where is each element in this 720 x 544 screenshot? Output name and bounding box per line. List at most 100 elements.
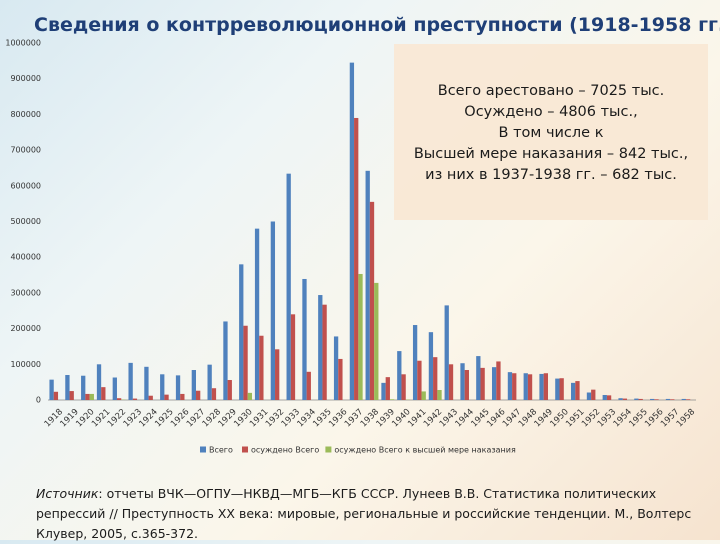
bar bbox=[275, 349, 279, 400]
bar bbox=[397, 351, 401, 400]
y-tick-label: 500000 bbox=[10, 217, 41, 226]
bar bbox=[318, 295, 322, 400]
bar bbox=[54, 392, 58, 400]
bar bbox=[480, 368, 484, 400]
bar bbox=[437, 390, 441, 400]
bar bbox=[422, 391, 426, 400]
bar bbox=[386, 377, 390, 400]
bar bbox=[180, 394, 184, 400]
bar bbox=[390, 399, 394, 400]
info-line: Высшей мере наказания – 842 тыс., bbox=[394, 144, 708, 165]
bar bbox=[618, 398, 622, 400]
bar bbox=[634, 399, 638, 400]
bar bbox=[401, 374, 405, 400]
bar bbox=[492, 367, 496, 400]
y-tick-label: 200000 bbox=[10, 324, 41, 333]
bar bbox=[192, 370, 196, 400]
y-tick-label: 100000 bbox=[10, 360, 41, 369]
bar bbox=[623, 399, 627, 400]
source-text: : отчеты ВЧК—ОГПУ—НКВД—МГБ—КГБ СССР. Лун… bbox=[36, 486, 691, 541]
bar bbox=[128, 363, 132, 400]
bar bbox=[255, 229, 259, 400]
source-note: Источник: отчеты ВЧК—ОГПУ—НКВД—МГБ—КГБ С… bbox=[36, 484, 696, 544]
bar bbox=[358, 274, 362, 400]
bar bbox=[449, 364, 453, 400]
bar bbox=[350, 63, 354, 400]
legend-label: Всего bbox=[209, 446, 233, 455]
legend-label: осуждено Всего bbox=[251, 446, 319, 455]
y-tick-label: 700000 bbox=[10, 146, 41, 155]
bar bbox=[370, 202, 374, 400]
y-tick-label: 300000 bbox=[10, 288, 41, 297]
bar bbox=[429, 332, 433, 400]
bar bbox=[575, 381, 579, 400]
bar bbox=[176, 375, 180, 400]
bar bbox=[476, 356, 480, 400]
legend-swatch bbox=[200, 447, 206, 453]
bar bbox=[528, 374, 532, 400]
bar bbox=[85, 394, 89, 400]
bar bbox=[322, 305, 326, 400]
y-tick-label: 1000000 bbox=[5, 39, 41, 48]
bar bbox=[682, 399, 686, 400]
y-tick-label: 600000 bbox=[10, 181, 41, 190]
y-tick-label: 800000 bbox=[10, 110, 41, 119]
info-line: из них в 1937-1938 гг. – 682 тыс. bbox=[394, 165, 708, 186]
bar bbox=[101, 387, 105, 400]
info-box: Всего арестовано – 7025 тыс. Осуждено – … bbox=[394, 44, 708, 220]
bar bbox=[259, 336, 263, 400]
bar bbox=[81, 376, 85, 400]
bar bbox=[417, 361, 421, 400]
bar bbox=[381, 383, 385, 400]
info-line: В том числе к bbox=[394, 123, 708, 144]
bar bbox=[302, 279, 306, 400]
bar bbox=[496, 361, 500, 400]
bar bbox=[149, 396, 153, 400]
y-tick-label: 0 bbox=[36, 396, 41, 405]
bar bbox=[334, 336, 338, 400]
legend-label: осуждено Всего к высшей мере наказания bbox=[334, 446, 516, 455]
bar bbox=[223, 321, 227, 400]
legend-swatch bbox=[325, 447, 331, 453]
bar bbox=[291, 314, 295, 400]
bar bbox=[603, 395, 607, 400]
bar bbox=[70, 391, 74, 400]
bar bbox=[248, 393, 252, 400]
bar bbox=[544, 373, 548, 400]
bar bbox=[591, 390, 595, 400]
bar bbox=[650, 399, 654, 400]
bar bbox=[465, 370, 469, 400]
bar bbox=[49, 380, 53, 400]
y-tick-label: 900000 bbox=[10, 74, 41, 83]
x-tick-label: 1958 bbox=[675, 407, 697, 429]
bar bbox=[113, 378, 117, 400]
bar bbox=[374, 283, 378, 400]
bar bbox=[97, 364, 101, 400]
bar bbox=[539, 374, 543, 400]
bar bbox=[212, 388, 216, 400]
bar bbox=[164, 395, 168, 400]
bar bbox=[133, 399, 137, 400]
bar bbox=[639, 399, 643, 400]
bar bbox=[508, 372, 512, 400]
bar bbox=[560, 378, 564, 400]
bar bbox=[160, 374, 164, 400]
bar bbox=[587, 393, 591, 401]
bar bbox=[338, 359, 342, 400]
source-label: Источник bbox=[36, 486, 98, 501]
bar bbox=[666, 399, 670, 400]
legend-swatch bbox=[242, 447, 248, 453]
info-line: Всего арестовано – 7025 тыс. bbox=[394, 81, 708, 102]
bar bbox=[271, 222, 275, 401]
bar bbox=[686, 399, 690, 400]
bar bbox=[208, 365, 212, 400]
bar bbox=[239, 264, 243, 400]
bar bbox=[445, 305, 449, 400]
bar bbox=[512, 373, 516, 400]
bar bbox=[144, 367, 148, 400]
bar bbox=[555, 379, 559, 400]
bar bbox=[607, 395, 611, 400]
bar bbox=[571, 383, 575, 400]
bar bbox=[196, 391, 200, 400]
bar bbox=[117, 398, 121, 400]
